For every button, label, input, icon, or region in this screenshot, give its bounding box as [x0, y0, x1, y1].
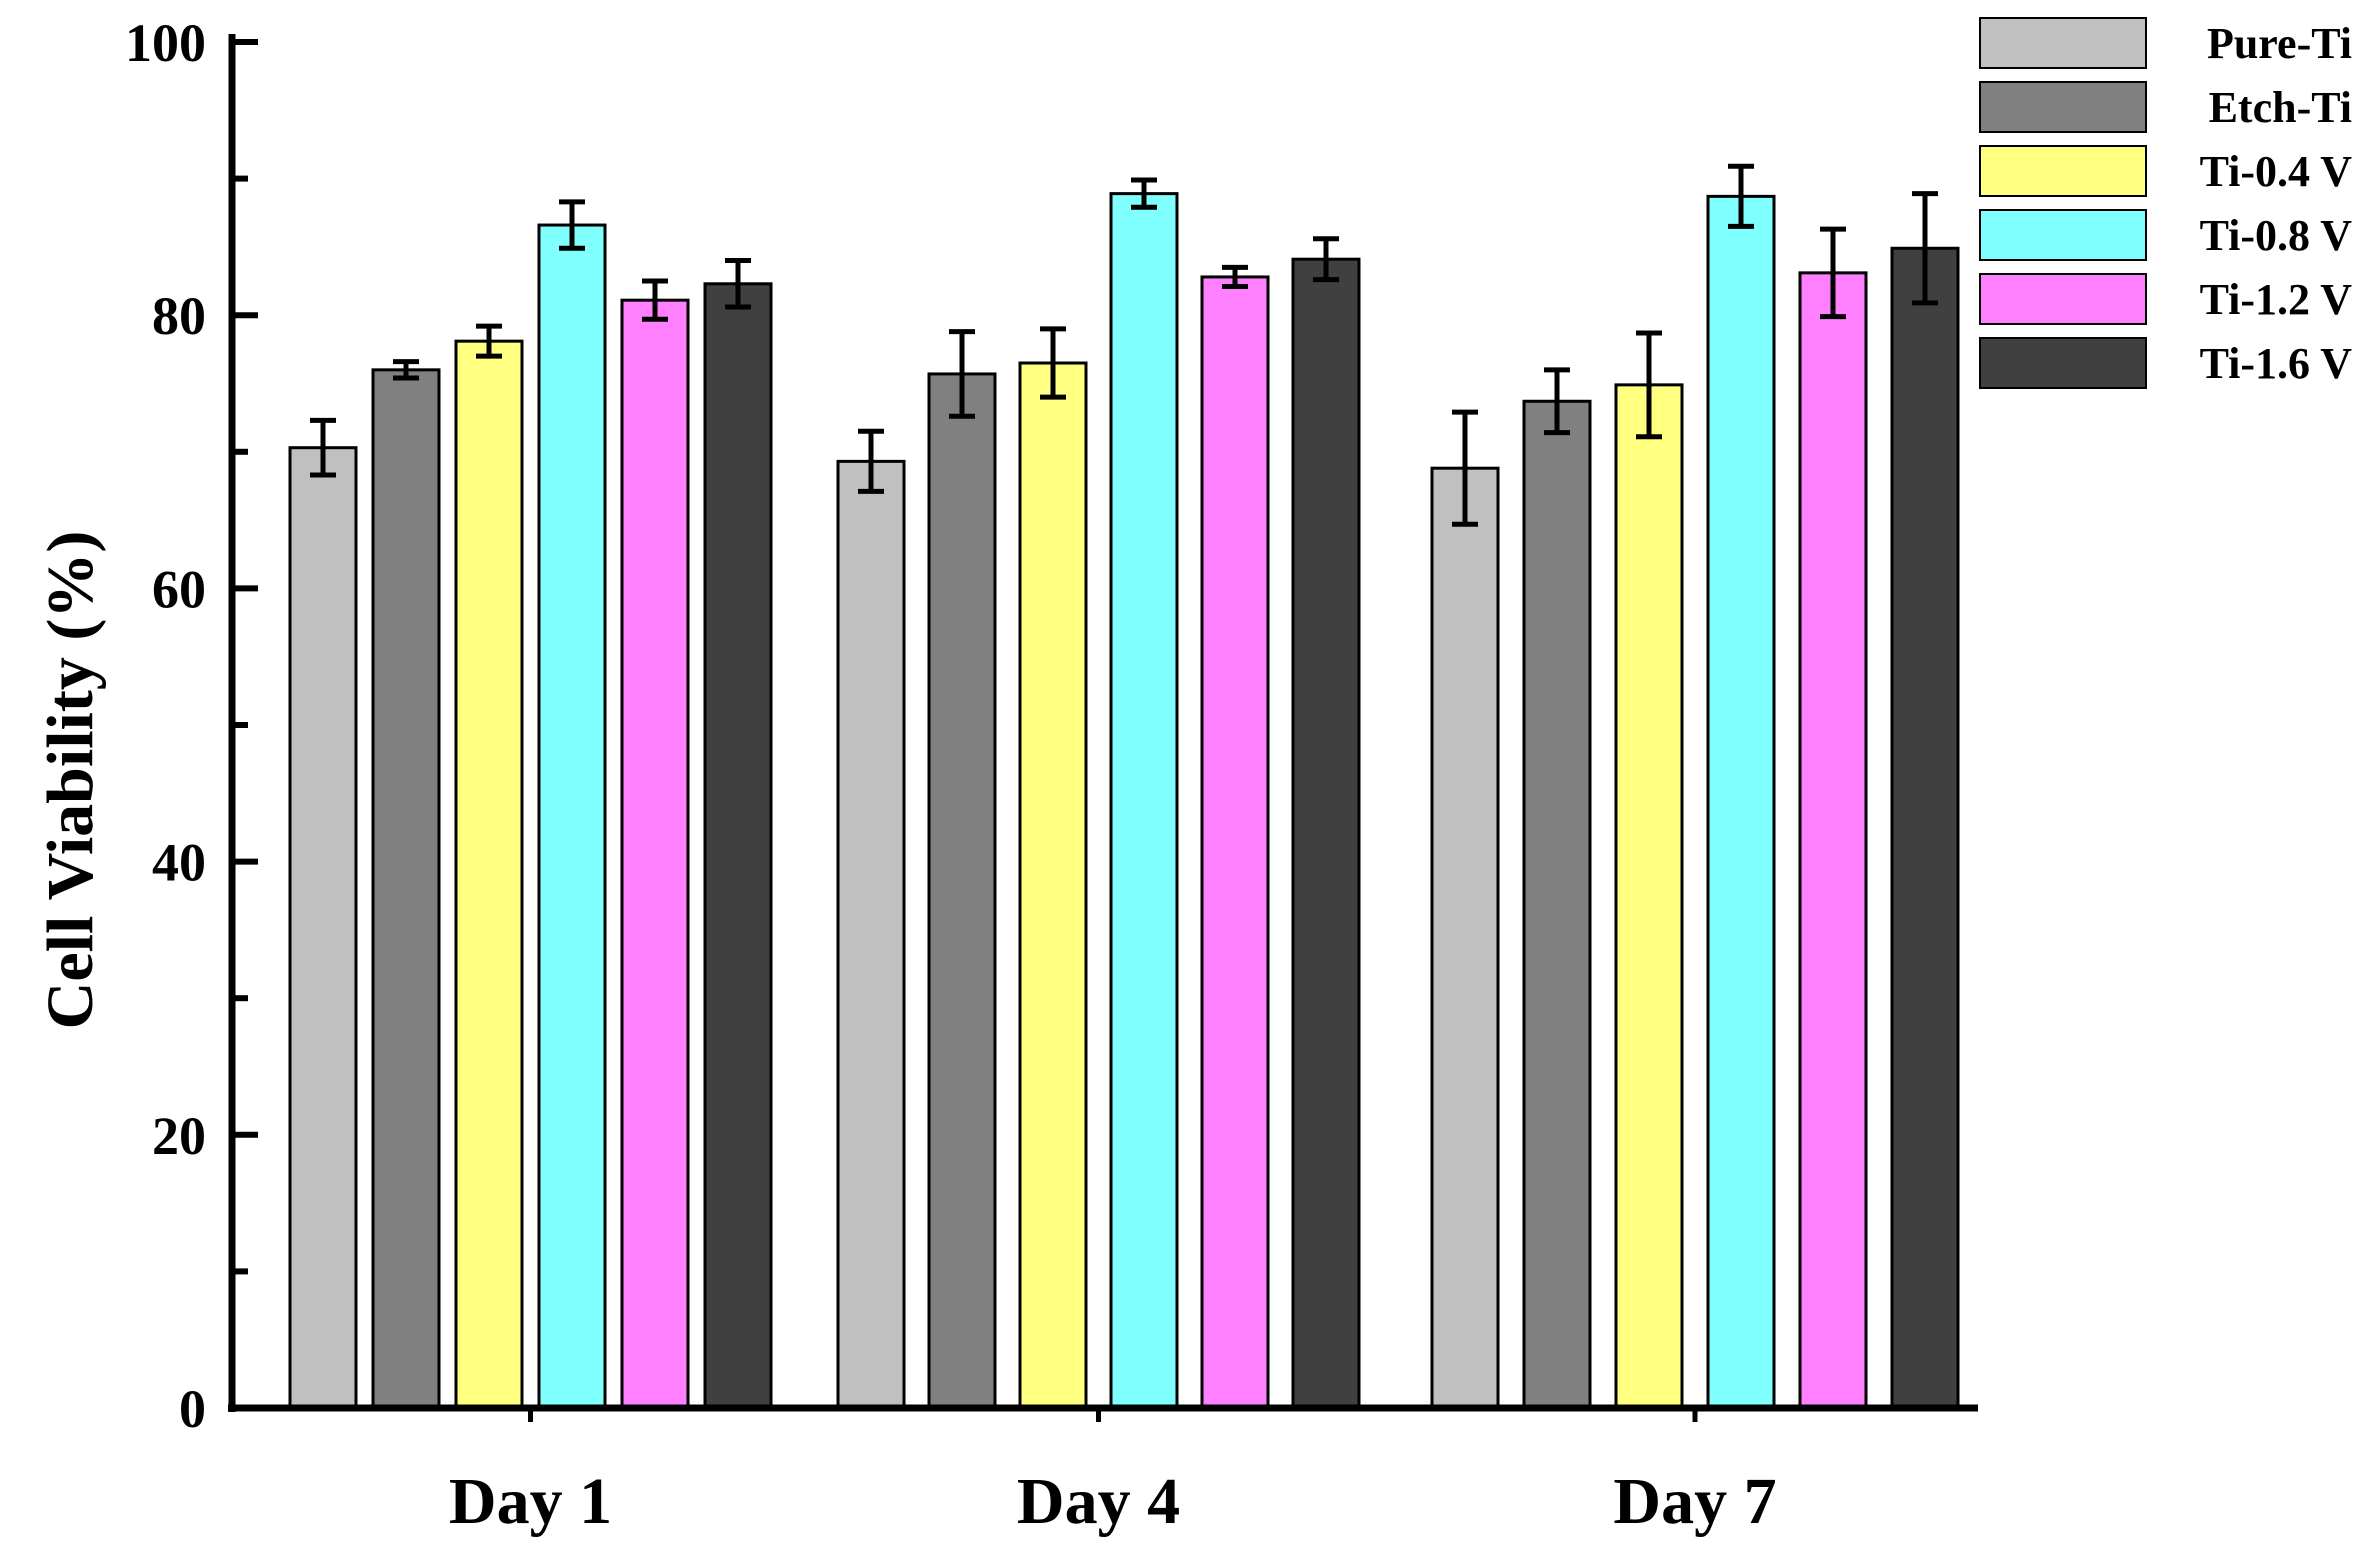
bars-layer	[288, 192, 1960, 1410]
legend-item-ti-0-4-v: Ti-0.4 V	[1979, 145, 2353, 197]
legend-label: Ti-0.4 V	[2200, 147, 2353, 196]
error-bars-layer	[310, 163, 1938, 527]
legend-swatch	[1979, 17, 2147, 69]
error-bar-etch-ti-day-7	[1544, 367, 1570, 436]
legend-label: Pure-Ti	[2207, 19, 2352, 68]
y-tick-label-60: 60	[152, 559, 206, 619]
y-tick-label-100: 100	[125, 13, 206, 73]
bar-ti-0-4-v-day-7	[1614, 383, 1684, 1410]
error-bar-ti-0-4-v-day-4	[1040, 326, 1066, 400]
x-category-label-day-4: Day 4	[1017, 1465, 1180, 1538]
bar-pure-ti-day-4	[836, 459, 906, 1410]
y-axis-title: Cell Viability (%)	[34, 531, 107, 1030]
y-tick-label-40: 40	[152, 833, 206, 893]
legend-item-pure-ti: Pure-Ti	[1979, 17, 2352, 69]
legend-swatch	[1979, 337, 2147, 389]
bar-ti-1-2-v-day-7	[1798, 271, 1868, 1410]
legend-label: Etch-Ti	[2209, 83, 2352, 132]
legend-item-etch-ti: Etch-Ti	[1979, 81, 2352, 133]
legend-label: Ti-1.2 V	[2200, 275, 2353, 324]
bar-etch-ti-day-4	[927, 372, 997, 1410]
legend: Pure-Ti Etch-Ti Ti-0.4 V Ti-0.8 V Ti-1.2 V Ti…	[1979, 17, 2353, 389]
error-bar-ti-1-2-v-day-1	[642, 278, 668, 322]
y-ticks-layer: 0 20 40 60 80 100	[125, 13, 258, 1439]
error-bar-etch-ti-day-4	[949, 329, 975, 419]
legend-swatch	[1979, 145, 2147, 197]
error-bar-ti-1-2-v-day-7	[1820, 226, 1846, 320]
bar-ti-0-8-v-day-4	[1109, 192, 1179, 1410]
legend-item-ti-1-6-v: Ti-1.6 V	[1979, 337, 2353, 389]
error-bar-ti-1-6-v-day-7	[1912, 191, 1938, 306]
error-bar-ti-1-6-v-day-1	[725, 258, 751, 310]
bar-ti-0-8-v-day-7	[1706, 194, 1776, 1410]
error-bar-ti-0-4-v-day-7	[1636, 330, 1662, 440]
bar-ti-0-4-v-day-1	[454, 339, 524, 1410]
error-bar-pure-ti-day-4	[858, 428, 884, 494]
legend-item-ti-0-8-v: Ti-0.8 V	[1979, 209, 2353, 261]
legend-item-ti-1-2-v: Ti-1.2 V	[1979, 273, 2353, 325]
bar-ti-0-8-v-day-1	[537, 223, 607, 1410]
bar-ti-1-2-v-day-4	[1200, 275, 1270, 1410]
error-bar-ti-0-8-v-day-7	[1728, 163, 1754, 229]
bar-ti-1-6-v-day-1	[703, 282, 773, 1410]
legend-swatch	[1979, 273, 2147, 325]
x-category-label-day-7: Day 7	[1613, 1465, 1776, 1538]
bar-ti-0-4-v-day-4	[1018, 361, 1088, 1410]
bar-ti-1-2-v-day-1	[620, 298, 690, 1410]
error-bar-ti-0-8-v-day-4	[1131, 177, 1157, 210]
y-tick-label-80: 80	[152, 286, 206, 346]
error-bar-ti-0-8-v-day-1	[559, 199, 585, 251]
bar-pure-ti-day-7	[1430, 466, 1500, 1410]
y-tick-label-0: 0	[179, 1379, 206, 1439]
error-bar-pure-ti-day-1	[310, 417, 336, 478]
bar-etch-ti-day-1	[371, 368, 441, 1410]
y-tick-label-20: 20	[152, 1106, 206, 1166]
bar-ti-1-6-v-day-4	[1291, 257, 1361, 1410]
bar-pure-ti-day-1	[288, 446, 358, 1410]
legend-label: Ti-1.6 V	[2200, 339, 2353, 388]
legend-label: Ti-0.8 V	[2200, 211, 2353, 260]
bar-etch-ti-day-7	[1522, 399, 1592, 1410]
legend-swatch	[1979, 209, 2147, 261]
error-bar-ti-1-6-v-day-4	[1313, 236, 1339, 283]
error-bar-etch-ti-day-1	[393, 359, 419, 381]
error-bar-pure-ti-day-7	[1452, 409, 1478, 527]
error-bar-ti-1-2-v-day-4	[1222, 264, 1248, 290]
legend-swatch	[1979, 81, 2147, 133]
bar-ti-1-6-v-day-7	[1890, 246, 1960, 1410]
error-bar-ti-0-4-v-day-1	[476, 323, 502, 359]
x-category-label-day-1: Day 1	[449, 1465, 612, 1538]
